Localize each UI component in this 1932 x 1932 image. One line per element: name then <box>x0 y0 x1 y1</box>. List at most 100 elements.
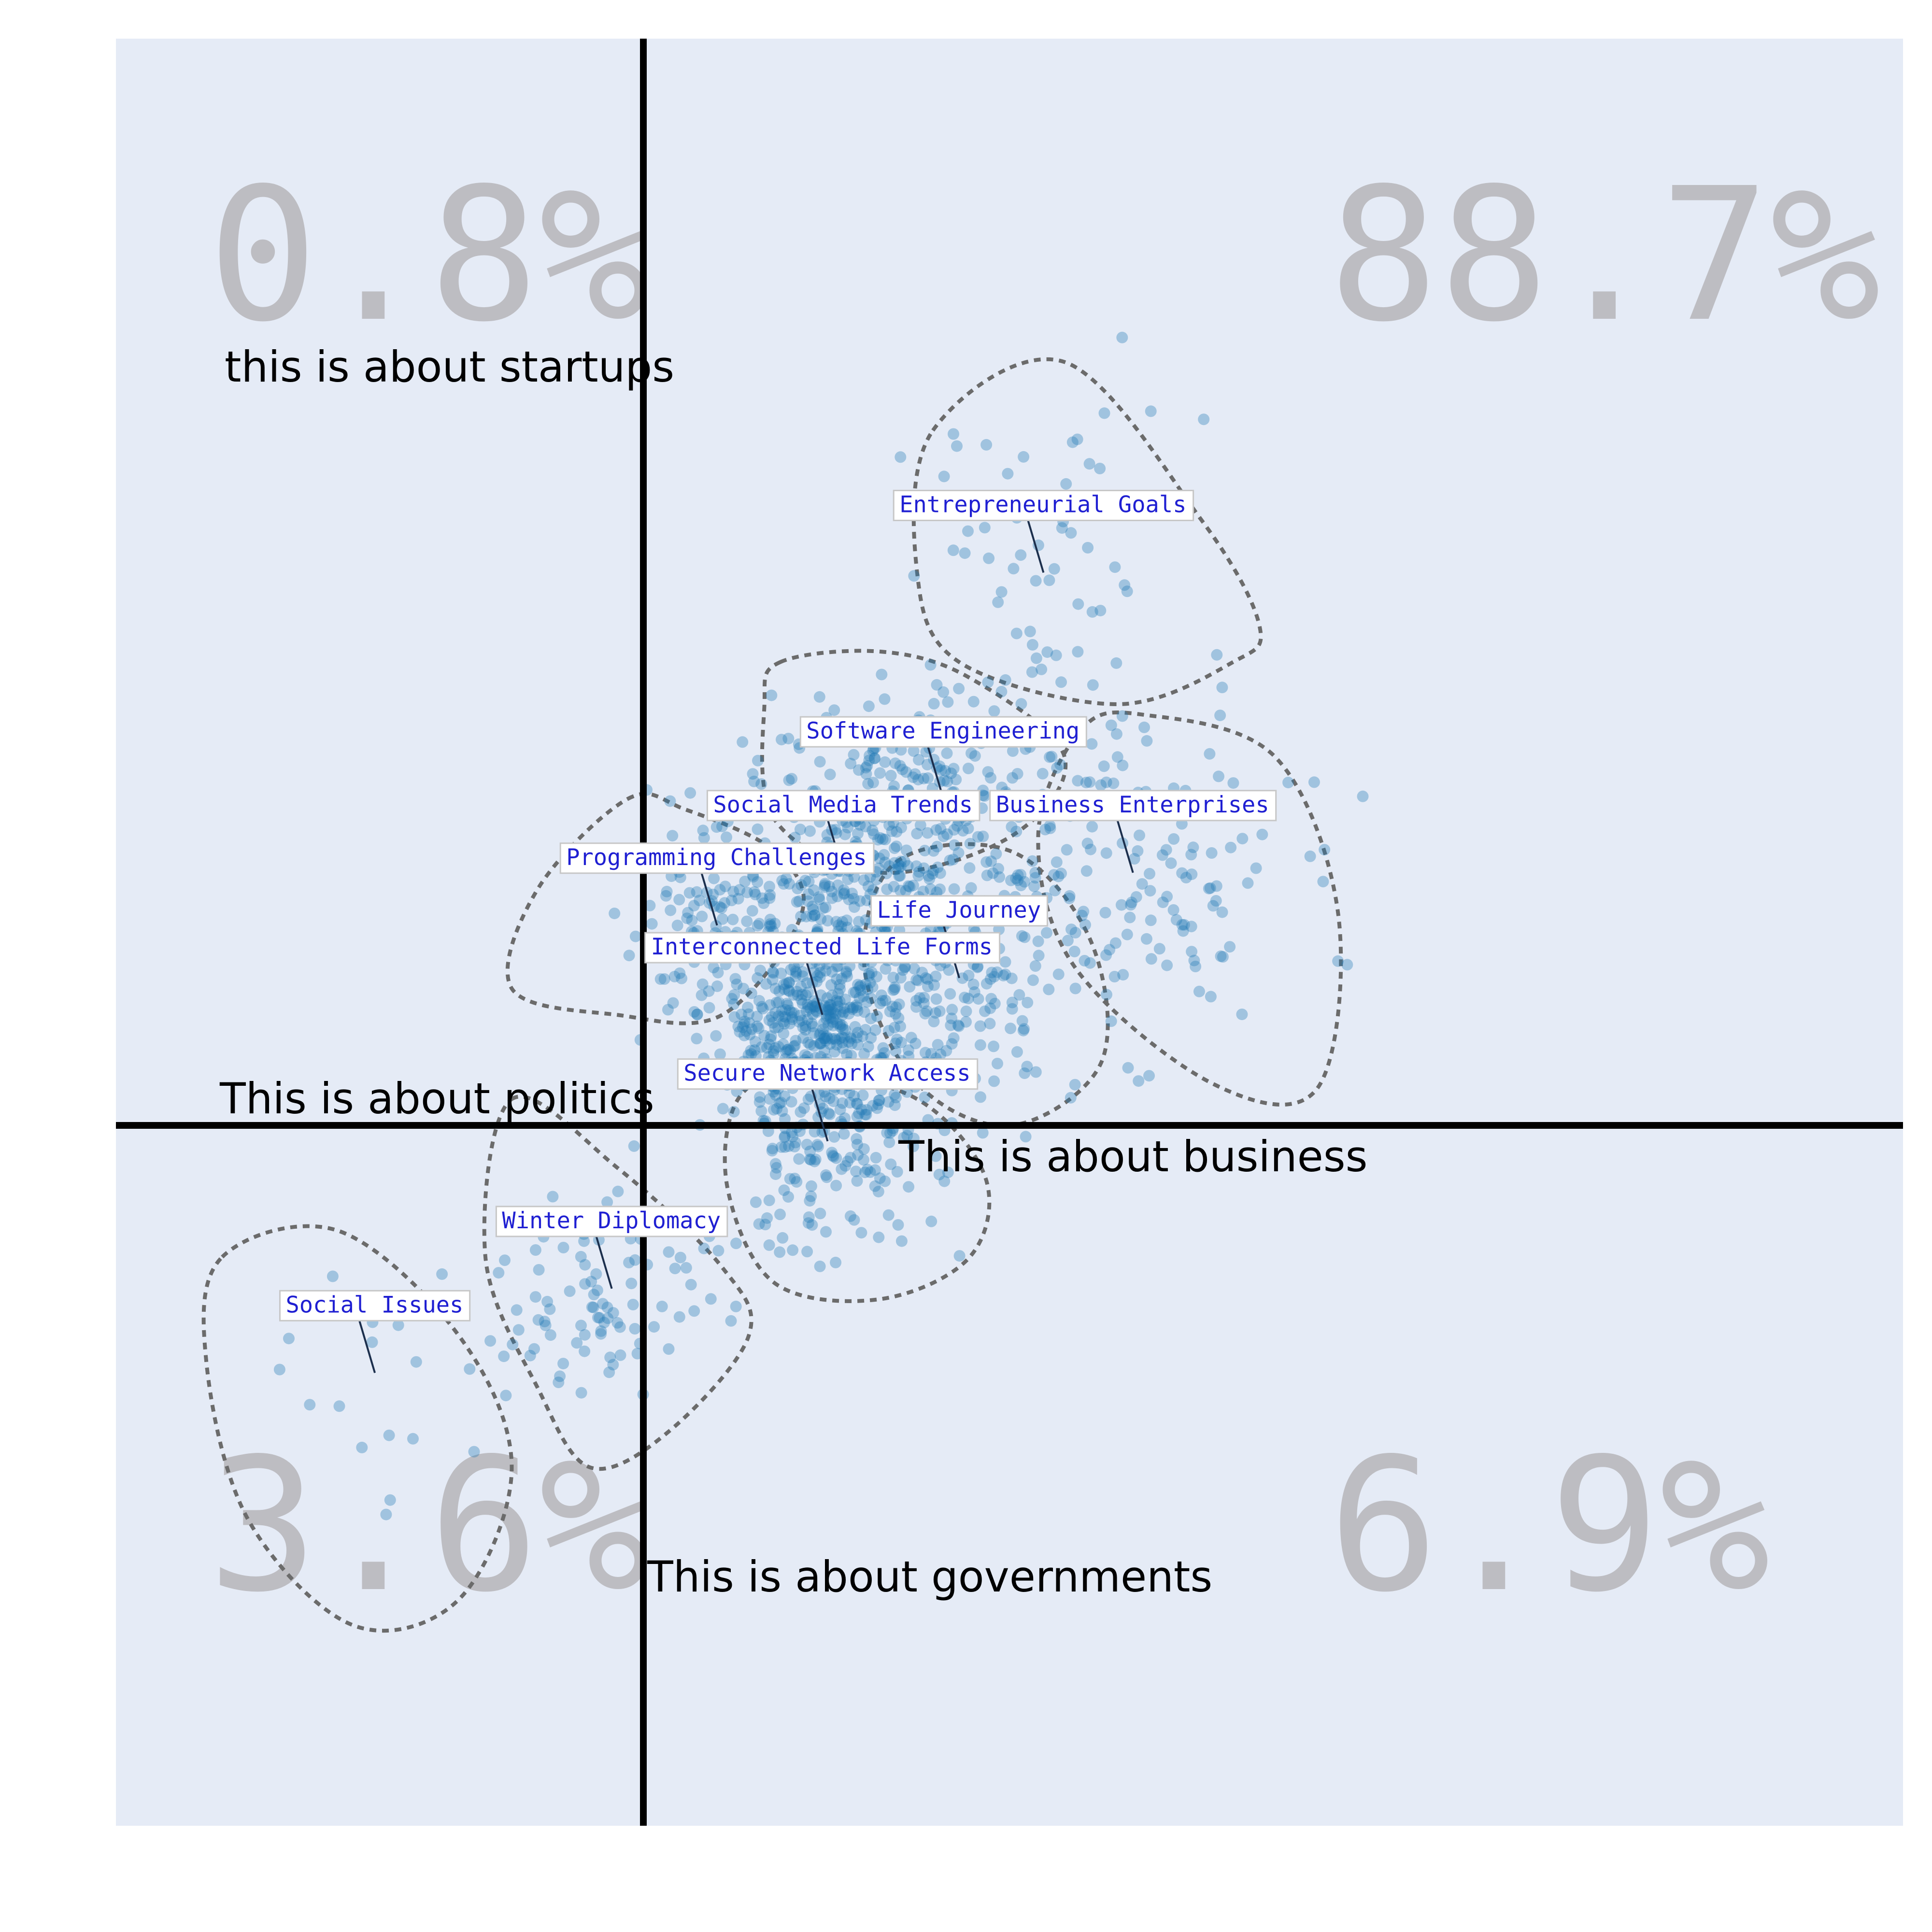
document-point <box>744 1029 756 1041</box>
document-point <box>802 895 814 907</box>
document-point <box>835 1006 847 1018</box>
document-point <box>557 1242 569 1253</box>
document-point <box>781 1044 793 1056</box>
quadrant-pct-bottom-left: 3.6% <box>208 1419 650 1633</box>
document-point <box>877 1042 889 1054</box>
document-point <box>971 961 983 973</box>
document-point <box>838 887 851 899</box>
document-point <box>1019 931 1031 943</box>
document-point <box>1026 855 1038 867</box>
document-point <box>988 971 1000 983</box>
document-point <box>852 1098 863 1110</box>
document-point <box>663 1246 675 1258</box>
document-point <box>914 819 926 831</box>
document-point <box>923 870 935 882</box>
document-point <box>1027 974 1039 986</box>
document-point <box>914 992 926 1004</box>
document-point <box>811 1139 824 1151</box>
quadrant-pct-top-left: 0.8% <box>208 148 650 362</box>
document-point <box>629 1323 641 1335</box>
document-point <box>930 993 942 1005</box>
document-point <box>870 971 882 983</box>
document-point <box>384 1494 396 1506</box>
document-point <box>986 966 998 979</box>
document-point <box>912 975 924 986</box>
document-point <box>853 916 865 928</box>
document-point <box>887 984 899 996</box>
document-point <box>814 971 826 983</box>
document-point <box>773 985 785 997</box>
document-point <box>1204 882 1216 894</box>
document-point <box>691 886 703 898</box>
document-point <box>817 1023 829 1036</box>
document-point <box>792 882 804 895</box>
document-point <box>895 972 907 984</box>
document-point <box>1065 1092 1077 1104</box>
document-point <box>913 866 925 878</box>
document-point <box>879 756 891 768</box>
document-point <box>1156 849 1168 861</box>
document-point <box>1215 950 1227 962</box>
document-point <box>929 1007 941 1019</box>
document-point <box>869 1024 881 1036</box>
document-point <box>1133 1075 1145 1087</box>
document-point <box>918 772 930 784</box>
document-point <box>749 1036 761 1048</box>
document-point <box>893 870 905 882</box>
document-point <box>1216 682 1228 694</box>
document-point <box>889 857 900 869</box>
document-point <box>861 996 873 1008</box>
document-point <box>728 1106 740 1118</box>
document-point <box>1002 468 1014 480</box>
document-point <box>946 1004 958 1016</box>
document-point <box>591 1284 603 1296</box>
document-point <box>938 686 950 698</box>
document-point <box>838 1006 850 1018</box>
document-point <box>995 586 1008 598</box>
topic-label-box <box>559 842 875 874</box>
document-point <box>864 750 876 762</box>
document-point <box>820 901 832 913</box>
document-point <box>604 1351 616 1364</box>
document-point <box>1030 1066 1042 1078</box>
document-point <box>928 1016 940 1027</box>
document-point <box>831 1017 843 1029</box>
topic-label: Business Enterprises <box>996 792 1269 818</box>
document-point <box>1005 1023 1017 1035</box>
document-point <box>802 1013 814 1025</box>
document-point <box>730 1237 742 1250</box>
document-point <box>864 1166 876 1178</box>
document-point <box>654 973 667 985</box>
document-point <box>766 1145 778 1157</box>
document-point <box>777 1010 789 1023</box>
document-point <box>1056 522 1068 534</box>
document-point <box>945 1019 957 1031</box>
axes <box>116 39 1903 1826</box>
document-point <box>804 1145 816 1157</box>
document-point <box>500 1390 512 1402</box>
document-point <box>947 853 959 866</box>
document-point <box>780 1046 792 1058</box>
document-point <box>524 1350 536 1362</box>
document-point <box>895 855 907 867</box>
document-point <box>890 1008 901 1020</box>
document-point <box>819 881 831 893</box>
document-point <box>899 961 910 973</box>
document-point <box>924 883 937 895</box>
document-point <box>852 827 864 839</box>
topic-label-box <box>495 1206 728 1237</box>
document-point <box>826 1016 838 1028</box>
document-point <box>845 757 857 769</box>
document-point <box>752 823 764 835</box>
document-point <box>845 1033 857 1045</box>
document-point <box>893 862 905 874</box>
document-point <box>948 824 960 836</box>
document-point <box>789 1136 801 1149</box>
document-point <box>860 914 872 926</box>
document-point <box>831 1039 843 1051</box>
document-point <box>791 1176 803 1188</box>
document-point <box>751 1010 763 1023</box>
document-point <box>757 1003 769 1015</box>
document-point <box>831 996 843 1008</box>
document-point <box>877 833 889 845</box>
